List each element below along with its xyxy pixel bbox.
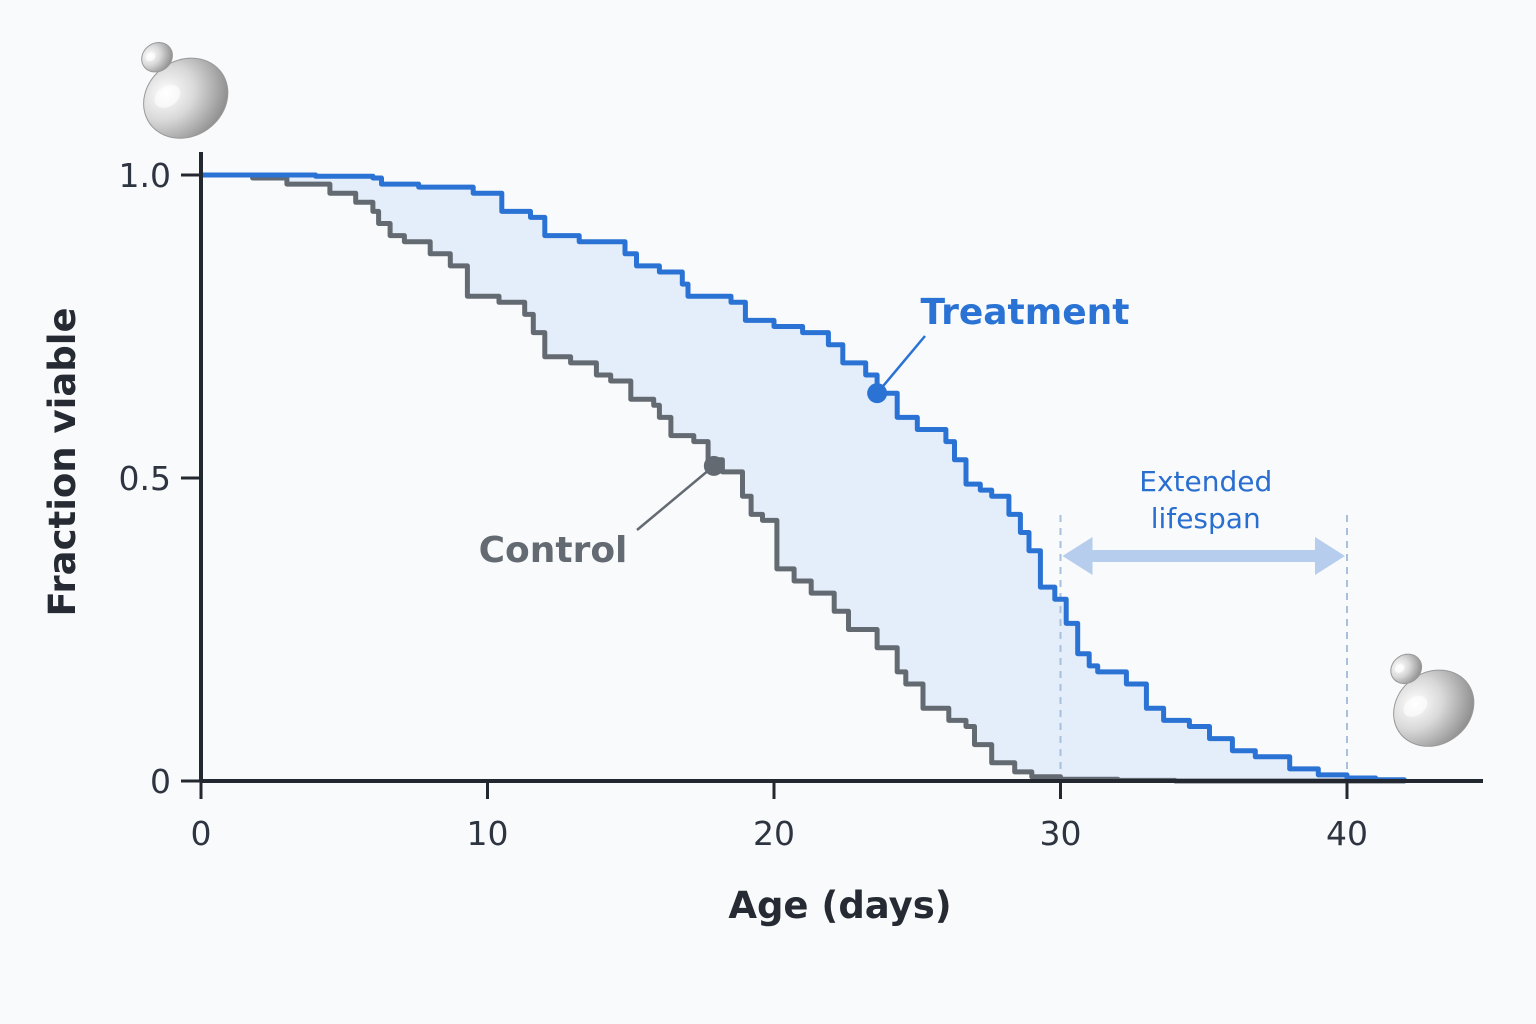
y-axis-title: Fraction viable bbox=[41, 307, 84, 616]
yeast-cell-icon bbox=[1390, 653, 1475, 747]
y-tick-label: 0 bbox=[150, 762, 171, 801]
arrow-left-head bbox=[1062, 537, 1093, 575]
extended-label-line2: lifespan bbox=[1151, 502, 1261, 535]
x-tick-label: 10 bbox=[467, 814, 509, 853]
treatment-leader-line bbox=[876, 335, 926, 394]
arrow-right-head bbox=[1315, 537, 1345, 575]
x-tick-label: 40 bbox=[1326, 814, 1368, 853]
x-axis-title: Age (days) bbox=[728, 884, 951, 927]
treatment-series-label: Treatment bbox=[920, 292, 1129, 333]
control-marker bbox=[703, 455, 724, 476]
series-line-treatment bbox=[198, 172, 1407, 784]
treatment-marker bbox=[867, 383, 888, 404]
x-ticks: 0 10 20 30 40 bbox=[191, 781, 1368, 853]
extended-lifespan-annotation: Extended lifespan bbox=[1059, 465, 1348, 781]
y-tick-label: 1.0 bbox=[119, 156, 171, 195]
control-leader-line bbox=[636, 464, 715, 531]
yeast-cell-icon bbox=[141, 42, 229, 139]
x-tick-label: 0 bbox=[191, 814, 212, 853]
y-ticks: 0 0.5 1.0 bbox=[119, 156, 201, 801]
y-tick-label: 0.5 bbox=[119, 459, 171, 498]
x-tick-label: 20 bbox=[753, 814, 795, 853]
axes: 0 10 20 30 40 0 0.5 1.0 bbox=[119, 152, 1483, 853]
lifespan-gap-fill bbox=[201, 175, 1405, 781]
control-series-label: Control bbox=[479, 530, 628, 571]
x-tick-label: 30 bbox=[1040, 814, 1082, 853]
extended-label-line1: Extended bbox=[1139, 465, 1272, 498]
